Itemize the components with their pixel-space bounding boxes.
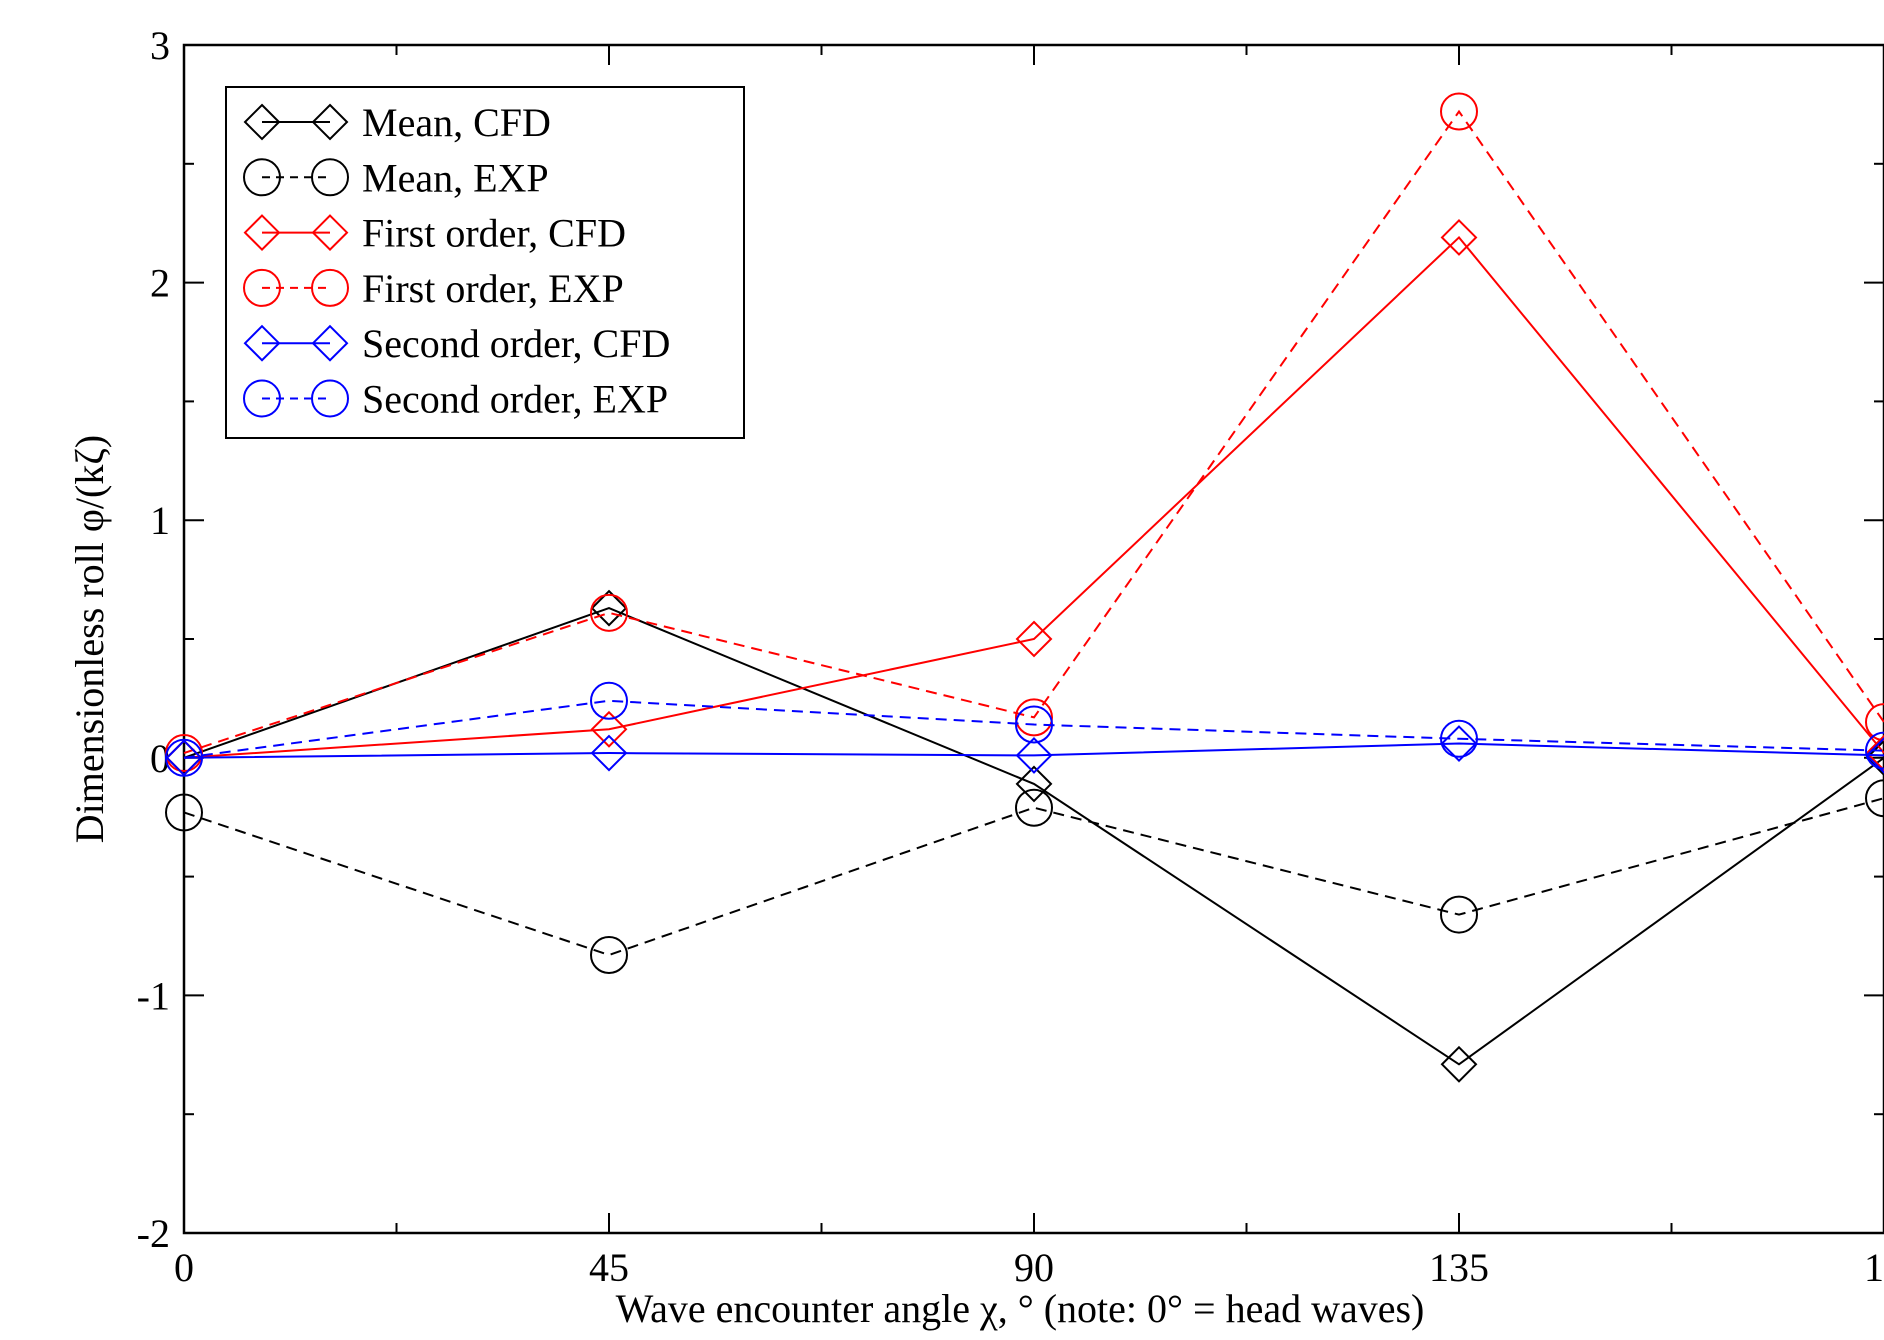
series-line [183, 797, 1884, 957]
axis-ticks: 0 45 90 135 18 -2 -1 0 1 2 3 [137, 23, 1884, 1290]
series-line [183, 109, 1884, 754]
legend-marker [311, 324, 349, 362]
data-point [1015, 737, 1053, 774]
legend-marker [243, 324, 281, 362]
data-point [590, 593, 628, 632]
legend-marker [243, 268, 281, 307]
legend-marker [311, 214, 349, 252]
legend-entry: Second order, EXP [243, 377, 668, 422]
legend-label: Mean, EXP [362, 155, 549, 200]
y-tick-label: -2 [137, 1211, 170, 1256]
legend-entry: Mean, CFD [243, 100, 551, 145]
legend-marker [243, 214, 281, 252]
legend-entry: Second order, CFD [243, 321, 670, 366]
data-point [1865, 739, 1884, 777]
data-point [590, 734, 628, 772]
series-line [183, 235, 1884, 759]
data-point [590, 681, 628, 720]
legend-label: Mean, CFD [362, 100, 551, 145]
legend: Mean, CFD Mean, EXP First order, CFD First … [225, 86, 745, 439]
legend-entry: First order, EXP [243, 266, 624, 311]
legend-label: Second order, EXP [362, 377, 668, 422]
data-point [165, 793, 203, 832]
legend-marker [243, 158, 281, 197]
legend-label: Second order, CFD [362, 321, 670, 366]
x-axis-label: Wave encounter angle χ, ° (note: 0° = he… [616, 1286, 1425, 1331]
legend-marker [311, 268, 349, 307]
data-point [1440, 219, 1478, 256]
y-axis-label: Dimensionless roll φ/(kζ) [67, 435, 112, 844]
series-0 [165, 589, 1884, 1083]
data-point [1440, 92, 1478, 131]
series-line [183, 699, 1884, 759]
y-tick-label: 0 [150, 736, 170, 781]
data-point [590, 710, 628, 748]
y-tick-label: 1 [150, 498, 170, 543]
series-line [183, 607, 1884, 1066]
legend-marker [243, 103, 281, 141]
data-point [1865, 734, 1884, 772]
series-3 [165, 92, 1884, 773]
x-tick-label: 18 [1864, 1245, 1884, 1290]
y-tick-label: -1 [137, 973, 170, 1018]
y-tick-label: 2 [150, 261, 170, 306]
legend-label: First order, CFD [362, 211, 626, 256]
series-line [183, 742, 1884, 759]
data-point [1015, 705, 1053, 744]
data-point [1440, 719, 1478, 758]
data-point [1015, 698, 1053, 737]
data-point [590, 589, 628, 627]
x-tick-label: 90 [1014, 1245, 1054, 1290]
data-point [1440, 895, 1478, 934]
legend-marker [311, 158, 349, 197]
series-layer [165, 92, 1884, 1083]
data-point [1015, 765, 1053, 803]
data-point [1015, 788, 1053, 827]
data-point [1865, 703, 1884, 742]
series-1 [165, 779, 1884, 975]
x-tick-label: 45 [589, 1245, 629, 1290]
legend-marker [311, 103, 349, 141]
legend-marker [243, 379, 281, 418]
legend-marker [311, 379, 349, 418]
legend-entry: Mean, EXP [243, 155, 549, 200]
legend-label: First order, EXP [362, 266, 624, 311]
data-point [1440, 1045, 1478, 1083]
y-tick-label: 3 [150, 23, 170, 68]
x-tick-label: 135 [1429, 1245, 1489, 1290]
data-point [1015, 620, 1053, 658]
x-tick-label: 0 [174, 1245, 194, 1290]
data-point [1865, 731, 1884, 770]
legend-entry: First order, CFD [243, 211, 626, 256]
legend-box [225, 86, 745, 439]
data-point [165, 738, 203, 777]
series-5 [165, 681, 1884, 777]
data-point [1865, 779, 1884, 818]
data-point [590, 936, 628, 975]
